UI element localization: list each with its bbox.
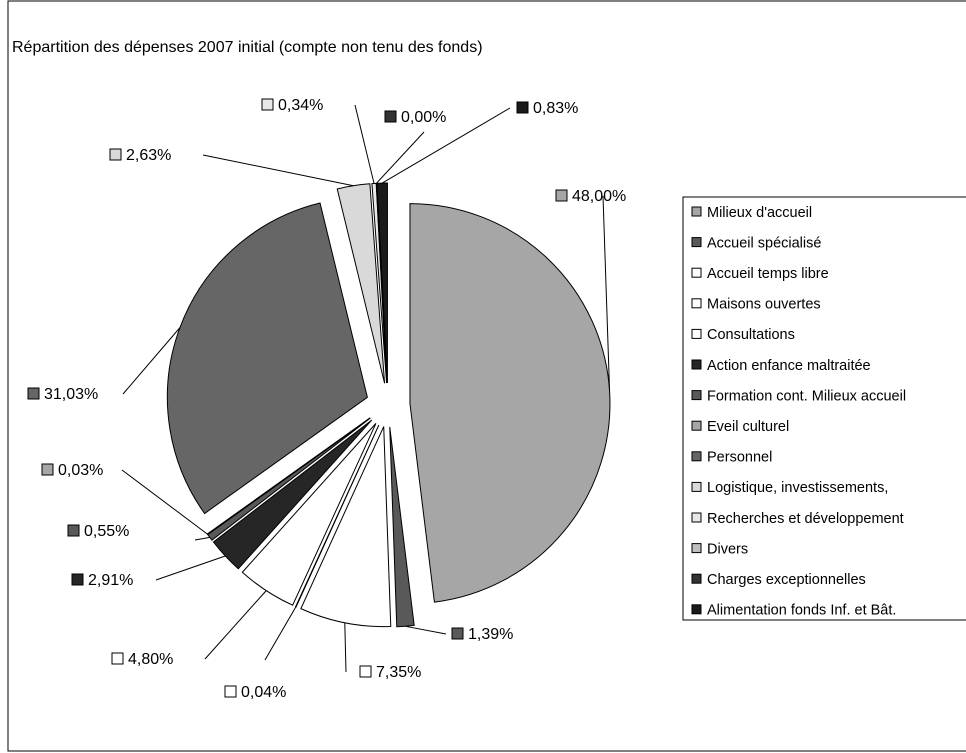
leader-line: [381, 107, 511, 184]
pie-slice: [300, 426, 392, 628]
pie-slice: [389, 426, 415, 628]
legend-box: [682, 196, 966, 621]
label-marker: [71, 573, 84, 586]
legend-marker: [691, 359, 702, 370]
legend-label: Eveil culturel: [707, 419, 789, 435]
pie-slice: [212, 419, 373, 570]
legend-label: Formation cont. Milieux accueil: [707, 388, 906, 404]
data-label: 0,34%: [278, 97, 323, 114]
label-marker: [111, 652, 124, 665]
legend-marker: [691, 420, 702, 431]
data-label: 0,04%: [241, 684, 286, 701]
leader-line: [602, 195, 611, 392]
data-label: 1,39%: [468, 626, 513, 643]
label-marker: [516, 101, 529, 114]
leader-line: [204, 590, 267, 660]
legend-marker: [691, 543, 702, 554]
leader-line: [202, 154, 354, 187]
legend-label: Logistique, investissements,: [707, 480, 888, 496]
legend-marker: [691, 206, 702, 217]
leader-line: [376, 131, 425, 184]
legend-label: Accueil spécialisé: [707, 235, 821, 251]
pie-slice: [409, 203, 611, 603]
label-marker: [384, 110, 397, 123]
legend-label: Recherches et développement: [707, 511, 904, 527]
data-label: 0,83%: [533, 100, 578, 117]
legend-label: Divers: [707, 541, 748, 557]
leader-line: [344, 622, 347, 673]
legend-label: Accueil temps libre: [707, 266, 829, 282]
label-marker: [555, 189, 568, 202]
data-label: 0,00%: [401, 109, 446, 126]
leader-line: [121, 469, 208, 535]
legend-label: Charges exceptionnelles: [707, 572, 866, 588]
data-label: 0,03%: [58, 462, 103, 479]
pie-slice: [241, 423, 377, 606]
data-label: 4,80%: [128, 651, 173, 668]
legend-label: Maisons ouvertes: [707, 297, 821, 313]
legend-marker: [691, 390, 702, 401]
legend-label: Milieux d'accueil: [707, 205, 812, 221]
chart-title: Répartition des dépenses 2007 initial (c…: [12, 39, 483, 56]
data-label: 31,03%: [44, 386, 98, 403]
legend-label: Consultations: [707, 327, 795, 343]
legend-marker: [691, 298, 702, 309]
leader-line: [264, 606, 297, 661]
data-label: 0,55%: [84, 523, 129, 540]
leader-line: [354, 104, 375, 184]
legend-marker: [691, 328, 702, 339]
data-label: 7,35%: [376, 664, 421, 681]
legend-marker: [691, 512, 702, 523]
legend-label: Personnel: [707, 450, 772, 466]
data-label: 2,63%: [126, 147, 171, 164]
label-marker: [224, 685, 237, 698]
legend-label: Action enfance maltraitée: [707, 358, 871, 374]
legend-marker: [691, 604, 702, 615]
label-marker: [359, 665, 372, 678]
label-marker: [109, 148, 122, 161]
leader-line: [405, 625, 447, 635]
data-label: 2,91%: [88, 572, 133, 589]
leader-line: [155, 555, 226, 581]
legend-marker: [691, 237, 702, 248]
data-label: 48,00%: [572, 188, 626, 205]
label-marker: [41, 463, 54, 476]
legend-marker: [691, 267, 702, 278]
label-marker: [27, 387, 40, 400]
legend-marker: [691, 451, 702, 462]
label-marker: [451, 627, 464, 640]
legend: Milieux d'accueil Accueil spécialisé Accue…: [691, 205, 906, 619]
leader-line: [122, 327, 181, 395]
label-marker: [261, 98, 274, 111]
legend-label: Alimentation fonds Inf. et Bât.: [707, 603, 896, 619]
label-marker: [67, 524, 80, 537]
legend-marker: [691, 573, 702, 584]
leader-line: [194, 536, 210, 541]
legend-marker: [691, 481, 702, 492]
